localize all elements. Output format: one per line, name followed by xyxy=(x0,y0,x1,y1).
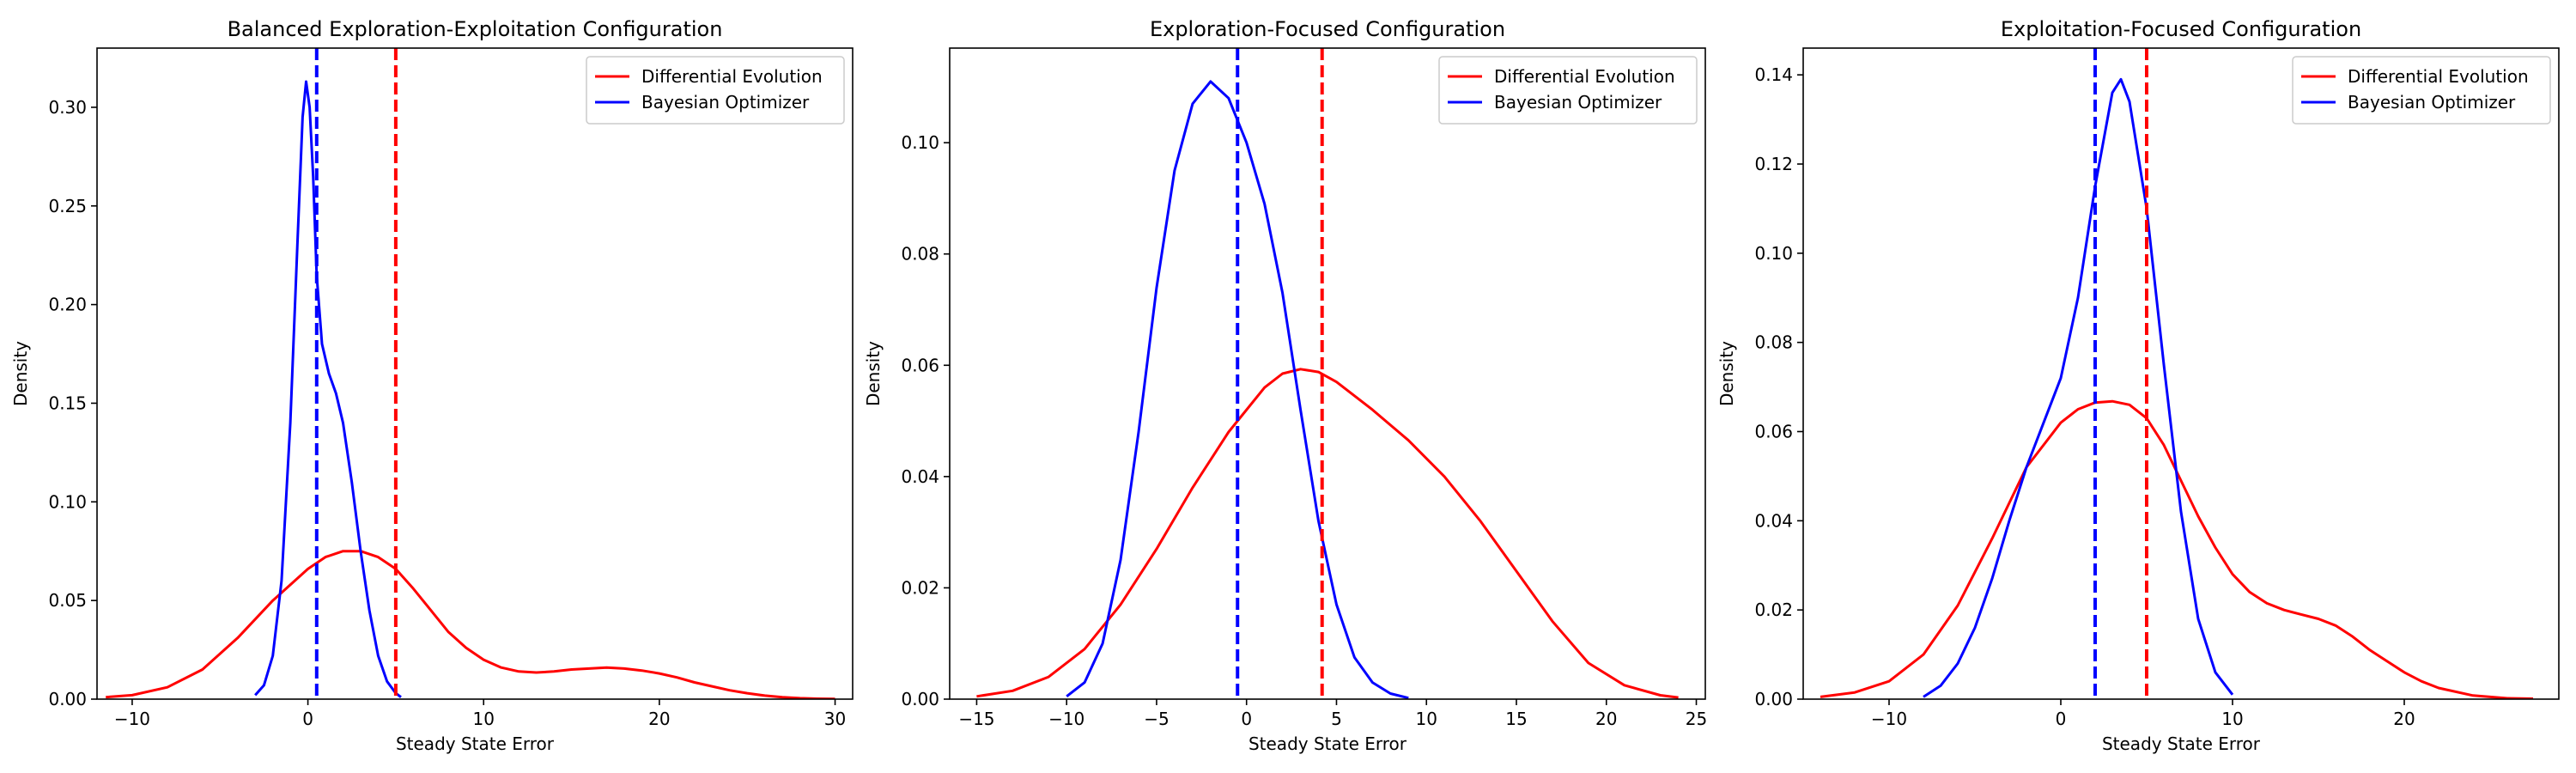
bayesian-optimizer-line xyxy=(254,80,402,698)
legend-entry: Differential Evolution xyxy=(2348,66,2529,87)
axes-frame xyxy=(949,47,1706,700)
x-tick-label: −10 xyxy=(114,709,150,729)
x-tick-label: 20 xyxy=(2393,709,2415,729)
legend-box xyxy=(1438,56,1698,125)
y-tick-label: 0.02 xyxy=(901,577,939,598)
x-tick-label: 25 xyxy=(1686,709,1707,729)
x-axis-label: Steady State Error xyxy=(2102,733,2261,754)
y-tick-label: 0.25 xyxy=(48,196,87,216)
chart-panel-1: Balanced Exploration-Exploitation Config… xyxy=(10,17,854,754)
x-tick-label: −5 xyxy=(1144,709,1169,729)
x-tick-label: 10 xyxy=(1416,709,1437,729)
legend: Differential Evolution Bayesian Optimizer xyxy=(1438,56,1698,125)
chart-panel-3: Exploitation-Focused Configuration −10 0 10… xyxy=(1716,17,2560,754)
y-tick-label: 0.14 xyxy=(1754,64,1793,85)
x-tick-label: 0 xyxy=(302,709,313,729)
plot-area xyxy=(1820,48,2534,699)
x-tick-label: −10 xyxy=(1048,709,1084,729)
differential-evolution-line xyxy=(1820,399,2534,699)
axes-frame xyxy=(1802,47,2560,700)
x-axis-label: Steady State Error xyxy=(396,733,555,754)
y-tick-label: 0.10 xyxy=(48,491,87,512)
x-tick-label: 0 xyxy=(2056,709,2067,729)
chart-title: Exploitation-Focused Configuration xyxy=(2001,17,2361,41)
y-tick-label: 0.20 xyxy=(48,295,87,315)
bayesian-optimizer-line xyxy=(1923,77,2234,698)
x-tick-label: 15 xyxy=(1505,709,1527,729)
chart-panel-2: Exploration-Focused Configuration −15 −10 −… xyxy=(863,17,1707,754)
plot-area xyxy=(106,48,835,699)
legend-box xyxy=(586,56,845,125)
y-tick-label: 0.06 xyxy=(1754,421,1793,441)
x-tick-label: 0 xyxy=(1241,709,1252,729)
y-tick-label: 0.04 xyxy=(1754,510,1793,531)
legend-entry: Bayesian Optimizer xyxy=(2348,92,2516,113)
y-tick-label: 0.08 xyxy=(901,244,939,265)
legend-entry: Bayesian Optimizer xyxy=(641,92,810,113)
y-tick-label: 0.10 xyxy=(901,132,939,153)
legend-entry: Differential Evolution xyxy=(641,66,823,87)
y-axis-label: Density xyxy=(1716,341,1737,406)
chart-title: Balanced Exploration-Exploitation Config… xyxy=(228,17,723,41)
x-tick-label: 20 xyxy=(648,709,670,729)
x-tick-label: 10 xyxy=(473,709,495,729)
y-axis-label: Density xyxy=(863,341,884,406)
y-tick-label: 0.05 xyxy=(48,590,87,611)
y-axis-label: Density xyxy=(10,341,31,406)
y-tick-label: 0.02 xyxy=(1754,600,1793,620)
legend-entry: Differential Evolution xyxy=(1494,66,1675,87)
plot-area xyxy=(976,48,1679,699)
axes-frame xyxy=(96,47,854,700)
x-tick-label: 20 xyxy=(1595,709,1617,729)
legend: Differential Evolution Bayesian Optimizer xyxy=(2292,56,2551,125)
y-tick-label: 0.15 xyxy=(48,393,87,413)
differential-evolution-line xyxy=(976,368,1679,699)
x-tick-label: 10 xyxy=(2221,709,2243,729)
y-tick-label: 0.10 xyxy=(1754,243,1793,264)
y-tick-label: 0.04 xyxy=(901,466,939,487)
legend: Differential Evolution Bayesian Optimizer xyxy=(586,56,845,125)
x-tick-label: −15 xyxy=(958,709,994,729)
y-tick-label: 0.08 xyxy=(1754,332,1793,353)
legend-box xyxy=(2292,56,2551,125)
y-tick-label: 0.00 xyxy=(901,689,939,709)
chart-title: Exploration-Focused Configuration xyxy=(1150,17,1505,41)
x-axis-label: Steady State Error xyxy=(1249,733,1407,754)
y-tick-label: 0.00 xyxy=(48,689,87,709)
y-tick-label: 0.12 xyxy=(1754,154,1793,174)
x-tick-label: 30 xyxy=(824,709,846,729)
y-tick-label: 0.00 xyxy=(1754,689,1793,709)
x-tick-label: −10 xyxy=(1871,709,1907,729)
x-tick-label: 5 xyxy=(1331,709,1342,729)
y-tick-label: 0.06 xyxy=(901,355,939,375)
y-tick-label: 0.30 xyxy=(48,97,87,118)
legend-entry: Bayesian Optimizer xyxy=(1494,92,1662,113)
differential-evolution-line xyxy=(106,550,835,699)
